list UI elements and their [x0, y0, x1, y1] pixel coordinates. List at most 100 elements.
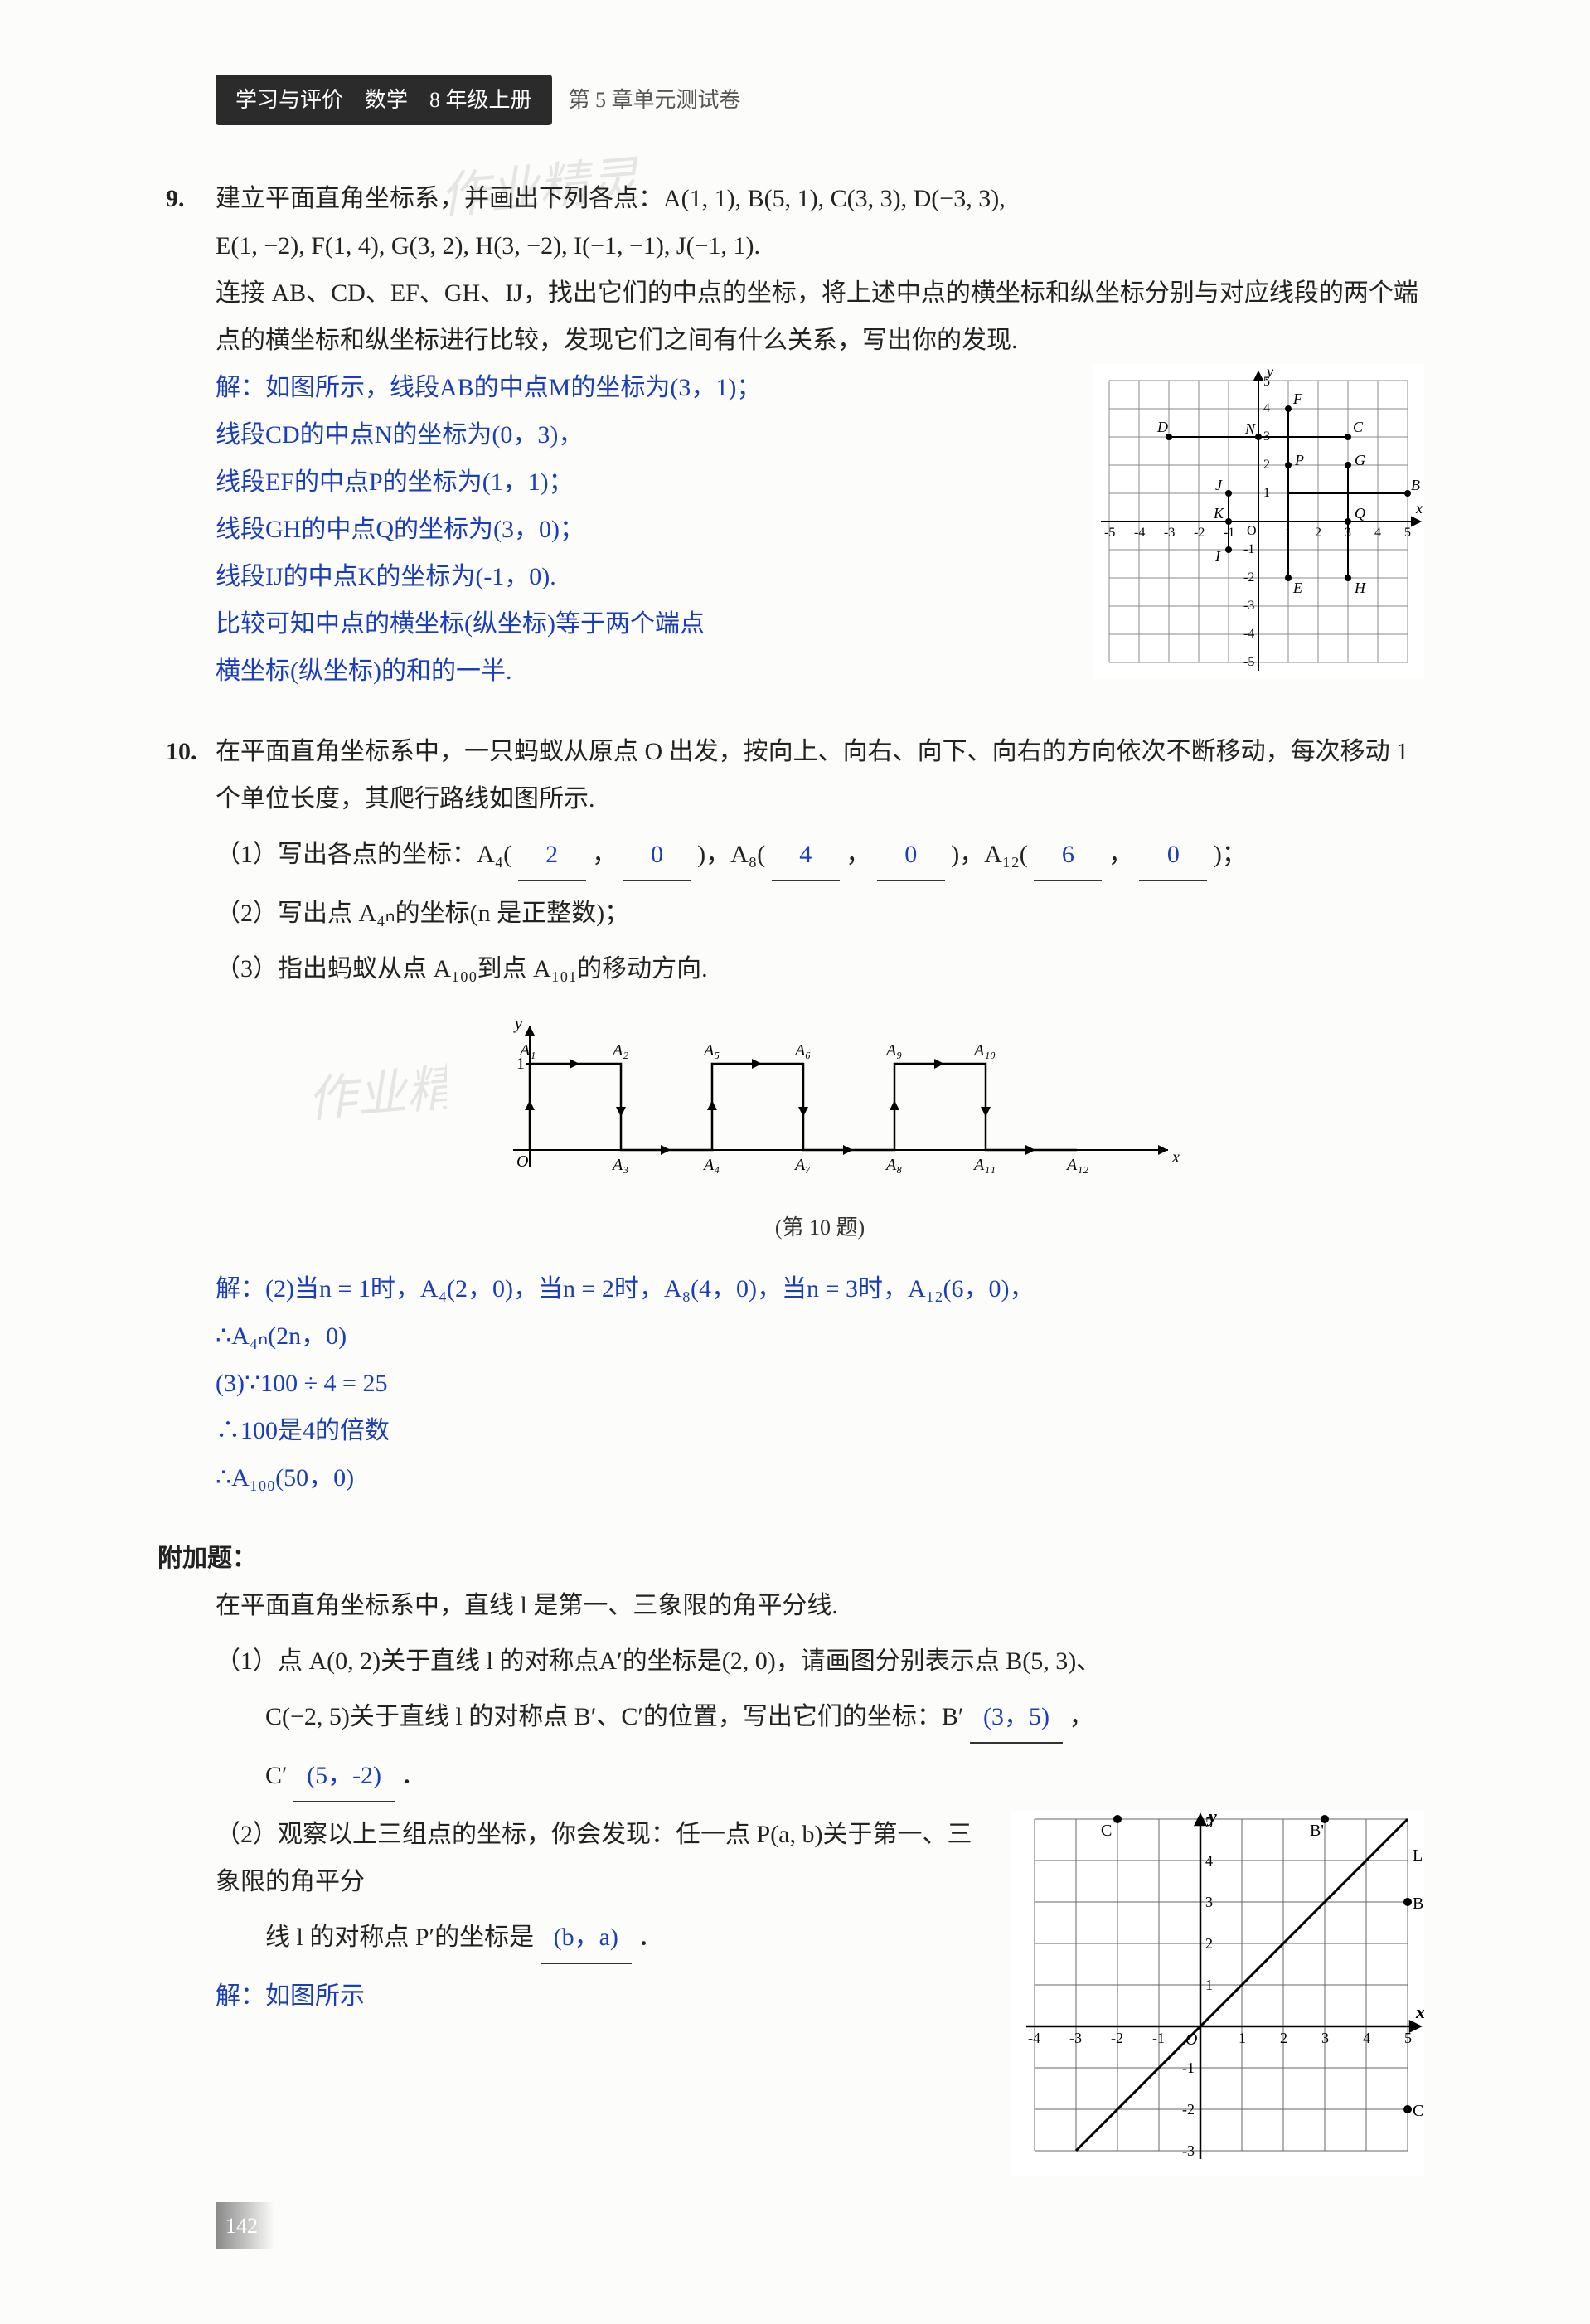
svg-text:1: 1 [1239, 2030, 1246, 2046]
svg-text:C': C' [1413, 2102, 1424, 2120]
svg-text:3: 3 [1321, 2030, 1329, 2046]
q10-part1: （1）写出各点的坐标：A₄( 2 ， 0 )，A₈( 4 ， 0 )，A₁₂( … [216, 831, 1424, 881]
q10-a4x: 2 [518, 831, 586, 881]
svg-text:4: 4 [1205, 1852, 1213, 1869]
svg-text:4: 4 [1363, 2030, 1370, 2046]
svg-text:5: 5 [1404, 2030, 1412, 2046]
q10-part2: （2）写出点 A₄ₙ的坐标(n 是正整数)； [216, 890, 1424, 937]
svg-text:-3: -3 [1182, 2142, 1195, 2159]
svg-text:-2: -2 [1243, 570, 1254, 585]
svg-text:C: C [1353, 419, 1364, 435]
question-9: 9. 建立平面直角坐标系，并画出下列各点：A(1, 1), B(5, 1), C… [216, 175, 1424, 695]
q10-a12x: 6 [1034, 831, 1102, 881]
svg-text:-3: -3 [1069, 2030, 1082, 2046]
svg-text:A₄: A₄ [702, 1156, 720, 1174]
q10-caption: (第 10 题) [216, 1207, 1424, 1248]
svg-text:-1: -1 [1243, 542, 1254, 556]
svg-text:x: x [1415, 500, 1423, 517]
svg-text:A₃: A₃ [611, 1156, 628, 1174]
q10-sol3: (3)∵100 ÷ 4 = 25 [216, 1360, 1424, 1407]
q10-p1-prefix: （1）写出各点的坐标：A₄( [216, 841, 511, 868]
bonus-p1c: C′ (5，-2) ． [216, 1752, 1424, 1802]
svg-text:5: 5 [1205, 1814, 1213, 1831]
svg-text:x: x [1171, 1148, 1180, 1167]
svg-text:-3: -3 [1243, 599, 1254, 613]
svg-text:-5: -5 [1243, 655, 1254, 669]
q10-p1-mid1: )，A₈( [697, 841, 765, 868]
svg-text:H: H [1354, 580, 1366, 596]
svg-text:2: 2 [1263, 458, 1270, 472]
bonus-p1c-prefix: C′ [265, 1762, 288, 1789]
q10-graph-container: x y O 1 [216, 1009, 1424, 1248]
q9-line2: E(1, −2), F(1, 4), G(3, 2), H(3, −2), I(… [216, 222, 1424, 269]
q10-p1-suffix: )； [1214, 841, 1247, 868]
svg-text:2: 2 [1205, 1935, 1213, 1952]
svg-text:2: 2 [1315, 526, 1321, 540]
header-book-title: 学习与评价 数学 8 年级上册 [216, 75, 552, 125]
bonus-p1a: （1）点 A(0, 2)关于直线 l 的对称点A′的坐标是(2, 0)，请画图分… [216, 1637, 1424, 1685]
svg-text:P: P [1294, 452, 1304, 468]
svg-text:x: x [1415, 2001, 1424, 2022]
q10-a12y: 0 [1139, 831, 1207, 881]
svg-text:-2: -2 [1194, 526, 1205, 540]
svg-text:Q: Q [1355, 505, 1365, 522]
q10-sol2: ∴A₄ₙ(2n，0) [216, 1312, 1424, 1360]
page-number: 142 [216, 2202, 274, 2249]
svg-text:1: 1 [1263, 486, 1270, 500]
svg-text:-5: -5 [1104, 526, 1115, 540]
q10-comma2: ， [846, 841, 870, 868]
svg-text:4: 4 [1263, 401, 1270, 415]
svg-text:J: J [1215, 477, 1223, 493]
svg-text:-1: -1 [1152, 2030, 1165, 2046]
svg-text:-4: -4 [1028, 2030, 1040, 2046]
svg-text:A₁₂: A₁₂ [1065, 1156, 1088, 1174]
svg-text:-4: -4 [1134, 526, 1145, 540]
svg-text:D: D [1156, 419, 1168, 435]
page: 作业精灵 作业精灵 学习与评价 数学 8 年级上册 第 5 章单元测试卷 9. … [0, 0, 1590, 2324]
q10-number: 10. [166, 728, 197, 775]
svg-text:-1: -1 [1182, 2060, 1195, 2076]
q10-sol1: 解：(2)当n = 1时，A₄(2，0)，当n = 2时，A₈(4，0)，当n … [216, 1265, 1424, 1312]
svg-text:A₁: A₁ [518, 1041, 536, 1060]
svg-text:1: 1 [1205, 1977, 1213, 1993]
svg-text:-3: -3 [1164, 526, 1175, 540]
q9-line3: 连接 AB、CD、EF、GH、IJ，找出它们的中点的坐标，将上述中点的横坐标和纵… [216, 269, 1424, 364]
bonus-p1b-mid: ， [1069, 1703, 1093, 1730]
svg-text:A₁₁: A₁₁ [972, 1156, 996, 1174]
svg-text:N: N [1244, 420, 1256, 437]
svg-text:A₉: A₉ [885, 1041, 902, 1060]
bonus-graph-container: x y O -4-3-2-1 12345 12345 -1-2-3 [1010, 1811, 1424, 2191]
svg-text:A₅: A₅ [702, 1041, 720, 1060]
svg-text:I: I [1214, 548, 1221, 565]
q9-line1: 建立平面直角坐标系，并画出下列各点：A(1, 1), B(5, 1), C(3,… [216, 175, 1424, 222]
svg-text:A₁₀: A₁₀ [972, 1041, 996, 1060]
bonus-question: 附加题： 在平面直角坐标系中，直线 l 是第一、三象限的角平分线. （1）点 A… [216, 1535, 1424, 2191]
svg-text:O: O [1247, 524, 1257, 538]
bonus-coordinate-graph: x y O -4-3-2-1 12345 12345 -1-2-3 [1010, 1811, 1424, 2176]
q10-comma1: ， [592, 841, 617, 868]
svg-text:L: L [1413, 1846, 1423, 1865]
svg-text:A₂: A₂ [611, 1041, 628, 1060]
svg-text:4: 4 [1374, 526, 1381, 540]
question-10: 10. 在平面直角坐标系中，一只蚂蚁从原点 O 出发，按向上、向右、向下、向右的… [216, 728, 1424, 1501]
svg-text:B: B [1413, 1895, 1423, 1913]
q9-body: 建立平面直角坐标系，并画出下列各点：A(1, 1), B(5, 1), C(3,… [216, 175, 1424, 695]
bonus-intro: 在平面直角坐标系中，直线 l 是第一、三象限的角平分线. [216, 1582, 1424, 1629]
q9-number: 9. [166, 175, 185, 222]
bonus-cprime: (5，-2) [293, 1752, 395, 1802]
svg-text:G: G [1355, 452, 1365, 468]
bonus-pprime: (b，a) [541, 1914, 632, 1964]
svg-text:B: B [1411, 477, 1420, 493]
q10-p1-mid2: )，A₁₂( [951, 841, 1028, 868]
bonus-p2-line-prefix: 线 l 的对称点 P′的坐标是 [265, 1924, 534, 1951]
svg-text:-2: -2 [1182, 2101, 1195, 2118]
header-chapter: 第 5 章单元测试卷 [569, 80, 741, 120]
q10-a4y: 0 [623, 831, 691, 881]
svg-text:5: 5 [1404, 526, 1411, 540]
bonus-p2-suffix: ． [637, 1924, 662, 1951]
bonus-p2-prefix: （2）观察以上三组点的坐标，你会发现：任一点 P(a, b)关于第一、三象限的角… [216, 1821, 972, 1895]
bonus-p1b: C(−2, 5)关于直线 l 的对称点 B′、C′的位置，写出它们的坐标：B′ … [216, 1693, 1424, 1744]
bonus-bprime: (3，5) [970, 1693, 1063, 1744]
svg-text:O: O [516, 1152, 528, 1171]
q10-comma3: ， [1108, 841, 1133, 868]
